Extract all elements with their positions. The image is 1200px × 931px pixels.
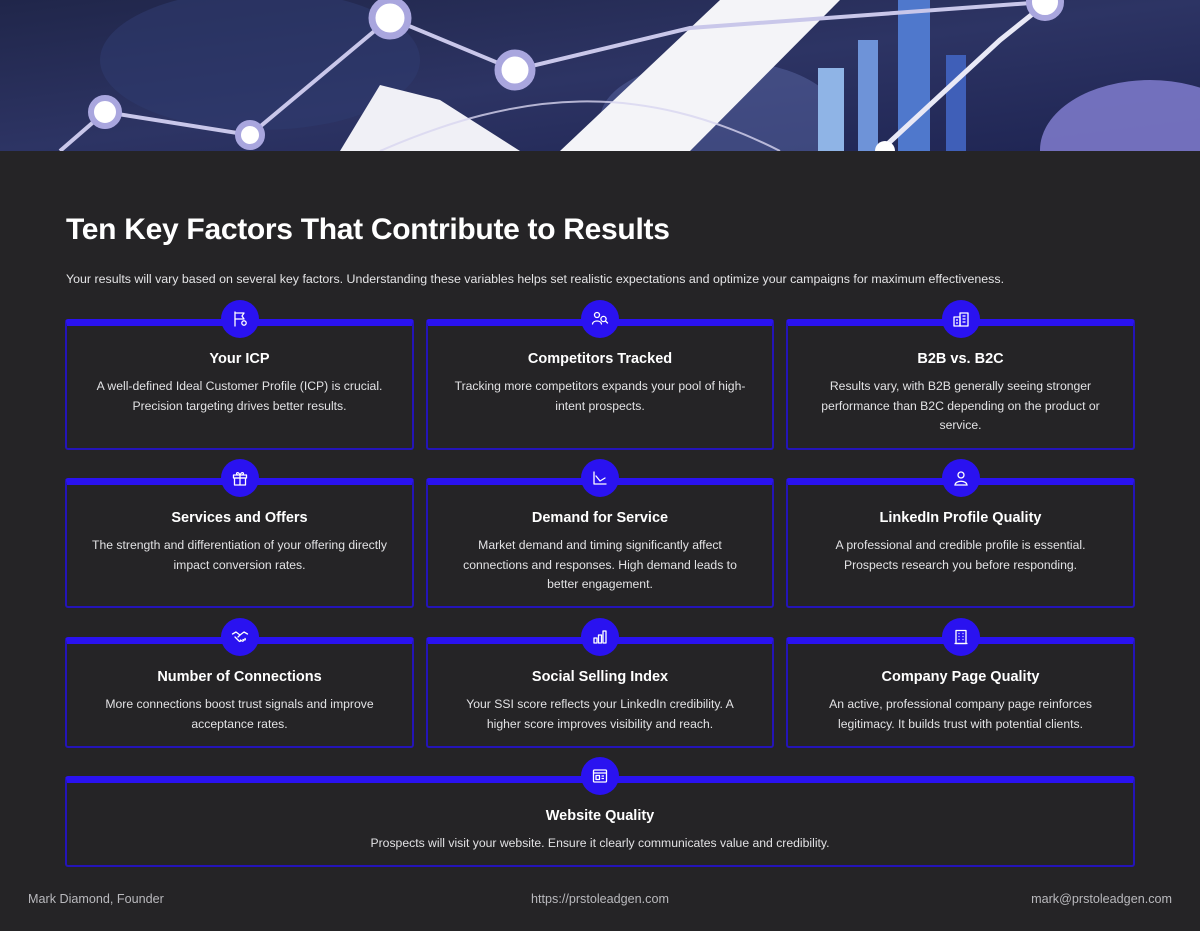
factor-description: An active, professional company page rei… <box>829 697 1092 731</box>
factor-card-linkedin-profile: LinkedIn Profile Quality A professional … <box>786 459 1135 608</box>
factor-description: A professional and credible profile is e… <box>835 538 1086 572</box>
factor-card-b2b-b2c: B2B vs. B2C Results vary, with B2B gener… <box>786 300 1135 450</box>
factor-description: More connections boost trust signals and… <box>105 697 374 731</box>
factor-title: B2B vs. B2C <box>917 351 1004 367</box>
page-title: Ten Key Factors That Contribute to Resul… <box>66 213 670 246</box>
bar-chart-icon <box>581 618 619 656</box>
factor-description: Market demand and timing significantly a… <box>463 538 737 591</box>
factor-card-competitors: Competitors Tracked Tracking more compet… <box>426 300 774 450</box>
factor-title: Website Quality <box>545 808 655 824</box>
factor-title: Competitors Tracked <box>527 351 673 367</box>
factor-description: Tracking more competitors expands your p… <box>454 379 746 413</box>
website-icon <box>581 757 619 795</box>
factor-card-company-page: Company Page Quality An active, professi… <box>786 618 1135 748</box>
factor-title: Demand for Service <box>531 510 669 526</box>
factor-title: Company Page Quality <box>881 669 1040 685</box>
footer-author: Mark Diamond, Founder <box>28 892 164 906</box>
footer-email-link[interactable]: mark@prstoleadgen.com <box>1031 892 1172 906</box>
company-building-icon <box>941 618 980 656</box>
factor-description: Prospects will visit your website. Ensur… <box>370 836 830 850</box>
buildings-icon <box>941 300 980 338</box>
analytics-illustration <box>0 0 1200 151</box>
factor-description: Your SSI score reflects your LinkedIn cr… <box>466 697 734 731</box>
factor-title: Services and Offers <box>171 510 308 526</box>
factor-title: Number of Connections <box>157 669 322 685</box>
user-profile-icon <box>941 459 980 497</box>
target-flag-icon <box>220 300 259 338</box>
factor-card-ssi: Social Selling Index Your SSI score refl… <box>426 618 774 748</box>
factor-description: A well-defined Ideal Customer Profile (I… <box>96 379 383 413</box>
factor-card-icp: Your ICP A well-defined Ideal Customer P… <box>65 300 414 450</box>
users-search-icon <box>581 300 619 338</box>
factor-title: Social Selling Index <box>531 669 669 685</box>
factor-title: Your ICP <box>209 351 270 367</box>
factor-card-demand: Demand for Service Market demand and tim… <box>426 459 774 608</box>
intro-text: Your results will vary based on several … <box>66 272 1005 286</box>
factor-card-connections: Number of Connections More connections b… <box>65 618 414 748</box>
factor-description: The strength and differentiation of your… <box>92 538 387 572</box>
factor-title: LinkedIn Profile Quality <box>879 510 1042 526</box>
gift-icon <box>220 459 259 497</box>
factor-card-services: Services and Offers The strength and dif… <box>65 459 414 608</box>
factor-card-website: Website Quality Prospects will visit you… <box>65 757 1135 867</box>
handshake-icon <box>220 618 259 656</box>
factor-description: Results vary, with B2B generally seeing … <box>821 379 1100 432</box>
trend-chart-icon <box>581 459 619 497</box>
footer-website-link[interactable]: https://prstoleadgen.com <box>531 892 669 906</box>
hero-banner-image <box>0 0 1200 151</box>
